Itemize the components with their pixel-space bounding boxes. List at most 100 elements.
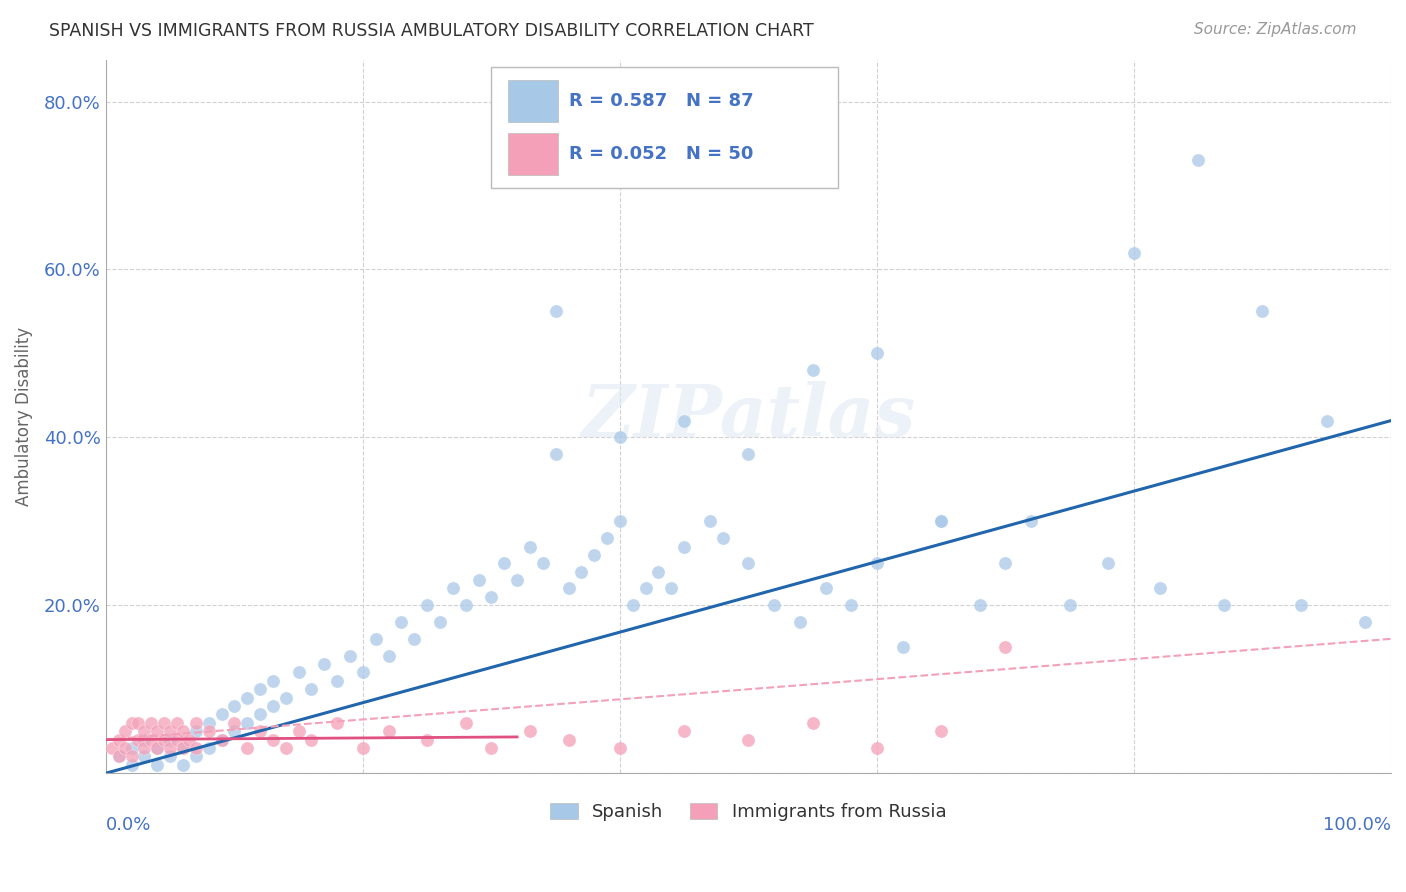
Point [114, 724, 136, 739]
Point [866, 557, 889, 571]
Point [114, 741, 136, 756]
Text: R = 0.587   N = 87: R = 0.587 N = 87 [568, 92, 754, 110]
Point [159, 724, 181, 739]
Point [929, 724, 952, 739]
Point [454, 599, 477, 613]
Point [814, 582, 837, 596]
Point [139, 732, 162, 747]
Point [673, 724, 696, 739]
Text: 100.0%: 100.0% [1323, 816, 1391, 834]
Point [557, 582, 579, 596]
Point [1289, 599, 1312, 613]
Point [107, 749, 129, 764]
Point [352, 665, 374, 680]
Point [673, 414, 696, 428]
Point [184, 741, 207, 756]
Point [569, 565, 592, 579]
Point [479, 590, 502, 604]
Point [159, 741, 181, 756]
Point [621, 599, 644, 613]
Point [262, 673, 284, 688]
Point [506, 573, 529, 587]
Point [454, 715, 477, 730]
Point [801, 715, 824, 730]
Point [352, 741, 374, 756]
Point [236, 715, 259, 730]
Point [429, 615, 451, 629]
Point [211, 707, 233, 722]
Point [659, 582, 682, 596]
Point [274, 741, 297, 756]
Point [391, 615, 413, 629]
Point [287, 665, 309, 680]
Point [364, 632, 387, 646]
Point [544, 304, 567, 318]
Legend: Spanish, Immigrants from Russia: Spanish, Immigrants from Russia [543, 796, 953, 829]
Point [699, 514, 721, 528]
Point [134, 732, 156, 747]
Point [711, 531, 734, 545]
Point [994, 640, 1017, 655]
Text: ZIPatlas: ZIPatlas [581, 381, 915, 452]
Point [166, 732, 188, 747]
Point [1097, 557, 1119, 571]
Point [197, 741, 219, 756]
Point [127, 715, 149, 730]
Point [609, 430, 631, 444]
Point [211, 732, 233, 747]
Point [531, 557, 554, 571]
Point [1354, 615, 1376, 629]
Point [146, 741, 169, 756]
Point [377, 724, 399, 739]
Point [287, 724, 309, 739]
Point [134, 741, 156, 756]
Point [1316, 414, 1339, 428]
Point [224, 715, 246, 730]
Point [673, 540, 696, 554]
Point [519, 724, 541, 739]
Point [339, 648, 361, 663]
Point [994, 557, 1017, 571]
Point [249, 707, 271, 722]
Point [839, 599, 862, 613]
Point [172, 741, 194, 756]
Point [107, 732, 129, 747]
Point [301, 682, 323, 697]
Point [121, 749, 143, 764]
Point [184, 715, 207, 730]
Point [134, 749, 156, 764]
Point [583, 548, 606, 562]
Point [301, 732, 323, 747]
Point [1149, 582, 1171, 596]
Point [134, 724, 156, 739]
Point [249, 724, 271, 739]
Point [224, 724, 246, 739]
Point [596, 531, 619, 545]
Point [441, 582, 464, 596]
Point [107, 749, 129, 764]
Point [172, 724, 194, 739]
Point [224, 699, 246, 714]
Text: 0.0%: 0.0% [105, 816, 152, 834]
Point [494, 557, 516, 571]
Point [139, 715, 162, 730]
Point [789, 615, 811, 629]
Point [101, 741, 124, 756]
Text: SPANISH VS IMMIGRANTS FROM RUSSIA AMBULATORY DISABILITY CORRELATION CHART: SPANISH VS IMMIGRANTS FROM RUSSIA AMBULA… [49, 22, 814, 40]
Point [1123, 245, 1146, 260]
Point [929, 514, 952, 528]
Point [737, 447, 759, 461]
Point [763, 599, 786, 613]
Point [544, 447, 567, 461]
Point [1019, 514, 1042, 528]
Point [127, 732, 149, 747]
Point [866, 741, 889, 756]
Point [609, 741, 631, 756]
FancyBboxPatch shape [508, 79, 558, 121]
Point [609, 514, 631, 528]
Point [1251, 304, 1274, 318]
Point [377, 648, 399, 663]
Text: Source: ZipAtlas.com: Source: ZipAtlas.com [1194, 22, 1357, 37]
Point [891, 640, 914, 655]
Point [152, 732, 174, 747]
